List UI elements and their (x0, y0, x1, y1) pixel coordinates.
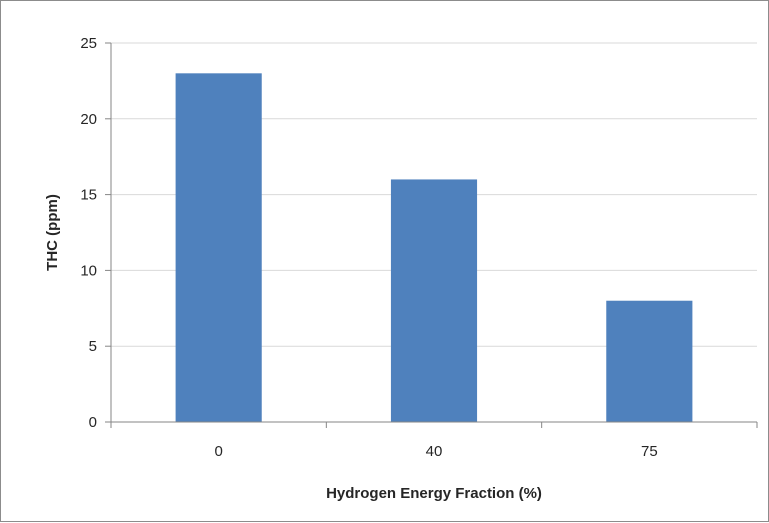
y-tick-label: 5 (89, 338, 97, 355)
y-tick-label: 0 (89, 414, 97, 431)
bar-75 (606, 300, 693, 422)
x-tick-label: 40 (426, 443, 443, 460)
bar-0 (175, 73, 262, 422)
y-axis-title: THC (ppm) (44, 194, 61, 271)
x-axis-title: Hydrogen Energy Fraction (%) (326, 485, 542, 502)
bars (175, 73, 693, 422)
x-tick-label: 75 (641, 443, 658, 460)
y-tick-label: 25 (80, 35, 97, 52)
axes (105, 42, 758, 428)
y-tick-label: 20 (80, 111, 97, 128)
bar-40 (390, 179, 478, 422)
y-tick-label: 10 (80, 262, 97, 279)
tick-labels: 0 5 10 15 20 25 0 40 75 (80, 35, 657, 460)
x-tick-label: 0 (214, 443, 222, 460)
y-tick-label: 15 (80, 187, 97, 204)
